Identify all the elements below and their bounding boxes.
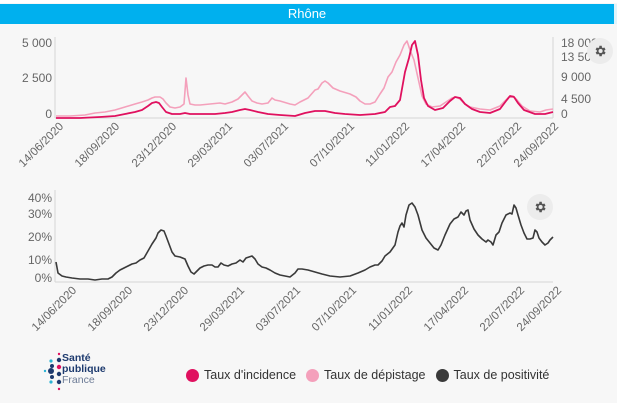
x-tick: 17/04/2022 (422, 285, 471, 334)
left-axis-tick: 5 000 (22, 36, 52, 50)
top-x-axis: 14/06/2020 18/09/2020 23/12/2020 29/03/2… (17, 121, 561, 170)
depistage-dot-icon (306, 368, 320, 382)
left-axis-tick: 0 (45, 107, 52, 121)
legend-item-positivite[interactable]: Taux de positivité (435, 368, 550, 382)
top-chart-settings-button[interactable] (587, 38, 613, 64)
positivite-dot-icon (435, 368, 449, 382)
x-tick: 11/01/2022 (364, 121, 413, 170)
depistage-line (56, 40, 554, 117)
top-border (0, 0, 617, 3)
legend-item-incidence[interactable]: Taux d'incidence (186, 368, 296, 382)
x-tick: 14/06/2020 (30, 285, 79, 334)
x-tick: 23/12/2020 (142, 285, 191, 334)
y-axis-tick: 30% (28, 207, 52, 221)
x-tick: 17/04/2022 (419, 121, 468, 170)
left-axis-tick: 2 500 (22, 71, 52, 85)
y-axis-tick: 20% (28, 230, 52, 244)
sante-publique-france-logo-icon (43, 352, 62, 391)
incidence-line (56, 40, 554, 119)
y-axis-tick: 40% (28, 191, 52, 205)
chart-legend: Taux d'incidence Taux de dépistage Taux … (186, 368, 549, 382)
gear-icon (595, 45, 606, 57)
right-axis-tick: 9 000 (561, 70, 591, 84)
bottom-x-axis: 14/06/2020 18/09/2020 23/12/2020 29/03/2… (30, 285, 564, 334)
logo-line-3: France (62, 374, 95, 386)
right-axis-tick: 0 (561, 107, 568, 121)
legend-label: Taux de dépistage (324, 368, 426, 382)
x-tick: 18/09/2020 (73, 121, 122, 170)
top-chart: 5 000 2 500 0 18 000 13 500 9 000 4 500 … (22, 36, 598, 121)
incidence-dot-icon (186, 368, 199, 382)
x-tick: 23/12/2020 (130, 121, 179, 170)
x-tick: 07/10/2021 (308, 121, 357, 170)
gear-icon (535, 201, 546, 213)
right-axis-tick: 4 500 (561, 92, 591, 106)
x-tick: 07/10/2021 (310, 285, 359, 334)
positivite-line (55, 202, 554, 281)
legend-item-depistage[interactable]: Taux de dépistage (306, 368, 426, 382)
logo-line-1: Santé (62, 352, 91, 364)
y-axis-tick: 10% (28, 253, 52, 267)
logo-line-2: publique (62, 363, 106, 375)
x-tick: 03/07/2021 (254, 285, 303, 334)
x-tick: 11/01/2022 (367, 285, 416, 334)
x-tick: 29/03/2021 (198, 285, 247, 334)
logo-text: Santé publique France (62, 353, 106, 386)
bottom-chart-settings-button[interactable] (527, 194, 553, 220)
page-title: Rhône (0, 4, 614, 24)
legend-label: Taux de positivité (453, 368, 550, 382)
y-axis-tick: 0% (35, 271, 53, 285)
bottom-chart: 40% 30% 20% 10% 0% (28, 190, 554, 285)
x-tick: 03/07/2021 (242, 121, 291, 170)
header-edge (614, 4, 617, 24)
x-tick: 14/06/2020 (17, 121, 66, 170)
x-tick: 29/03/2021 (186, 121, 235, 170)
legend-label: Taux d'incidence (204, 368, 297, 382)
x-tick: 18/09/2020 (86, 285, 135, 334)
